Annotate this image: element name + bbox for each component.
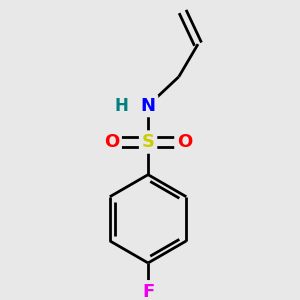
Text: O: O: [104, 133, 119, 151]
Text: S: S: [142, 133, 154, 151]
Text: O: O: [177, 133, 192, 151]
Text: H: H: [114, 97, 128, 115]
Text: F: F: [142, 283, 154, 300]
Text: N: N: [141, 97, 156, 115]
